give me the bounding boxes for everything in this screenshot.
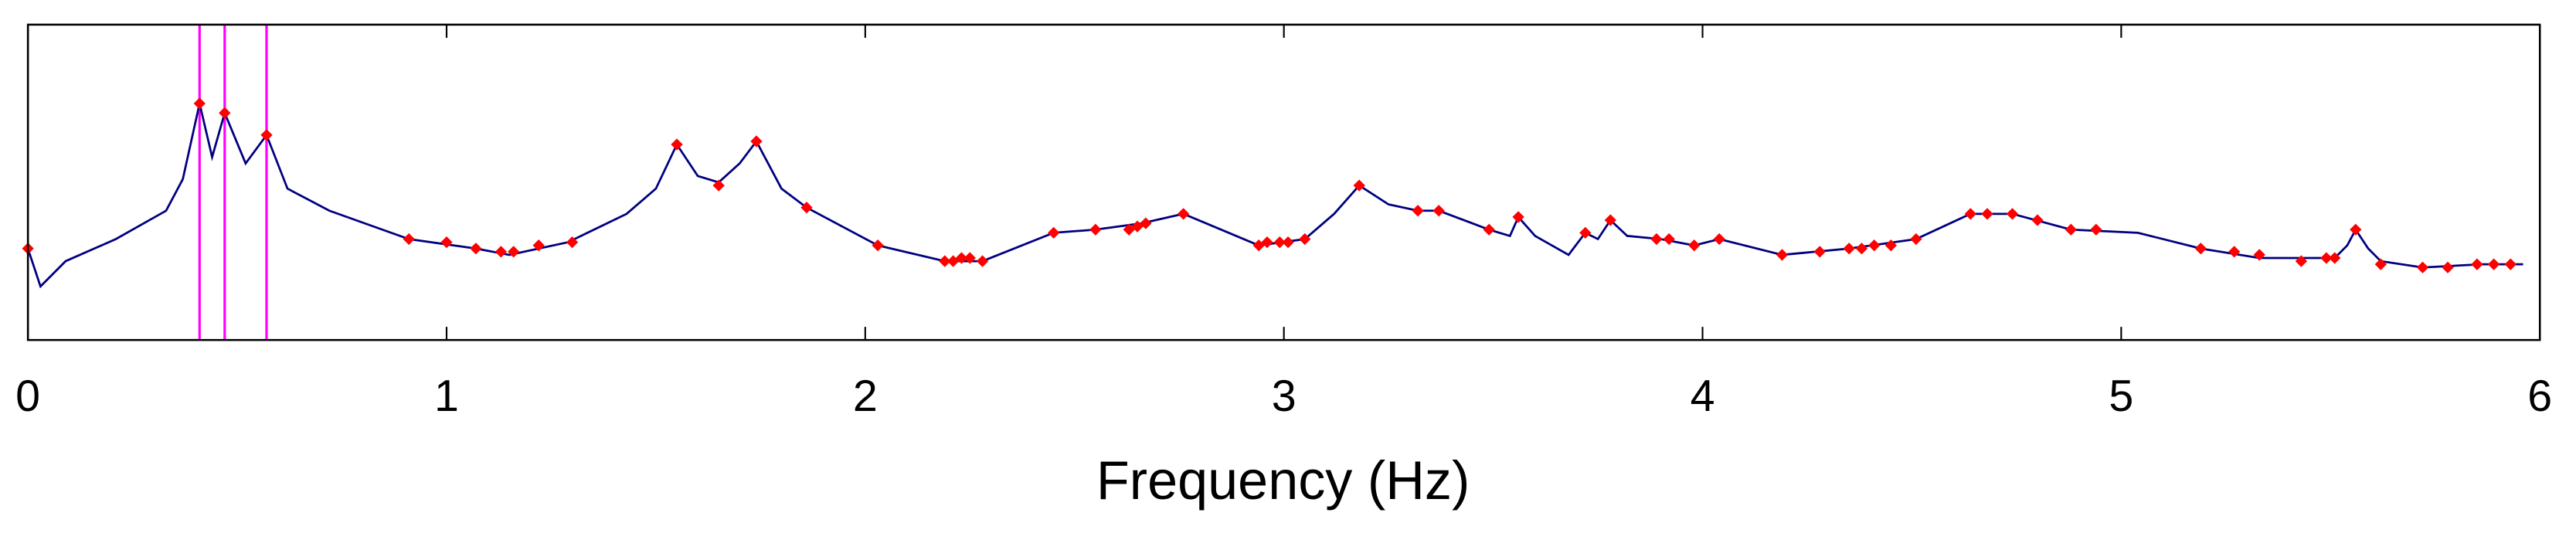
peak-marker <box>1140 217 1152 229</box>
peak-marker <box>1713 233 1725 246</box>
peak-marker <box>1868 239 1881 252</box>
peak-marker <box>1813 246 1826 258</box>
x-tick-label: 5 <box>2109 372 2133 421</box>
peak-marker <box>1688 239 1701 252</box>
peak-marker <box>2090 223 2102 236</box>
peak-marker <box>470 243 482 255</box>
peak-marker <box>963 252 976 264</box>
peak-marker <box>1604 214 1616 226</box>
peak-marker <box>2320 252 2333 264</box>
peak-marker <box>976 255 989 267</box>
x-tick-label: 1 <box>434 372 459 421</box>
peak-marker <box>1353 179 1365 192</box>
peak-marker <box>1855 243 1868 255</box>
peak-marker <box>440 236 453 249</box>
peak-marker <box>800 202 813 214</box>
peak-marker <box>1177 208 1190 220</box>
peak-marker <box>2329 252 2341 264</box>
peak-marker <box>1048 226 1060 239</box>
peak-marker <box>1776 249 1789 261</box>
peak-marker <box>1981 208 1993 220</box>
peak-marker <box>939 255 951 267</box>
peak-marker <box>1964 208 1976 220</box>
peak-marker <box>1884 239 1898 252</box>
peak-marker <box>1282 236 1294 249</box>
peak-marker <box>872 239 884 252</box>
peak-marker <box>508 246 520 258</box>
peak-marker <box>1299 233 1311 246</box>
peak-marker <box>750 135 763 148</box>
peak-marker <box>1432 205 1445 217</box>
peak-marker <box>2006 208 2019 220</box>
peak-marker <box>1512 211 1524 223</box>
x-tick-label: 4 <box>1691 372 1715 421</box>
peak-marker <box>1910 233 1922 246</box>
peak-marker <box>2487 258 2500 270</box>
peak-marker <box>1252 239 1265 252</box>
peak-marker <box>2350 223 2362 236</box>
peak-marker <box>1273 236 1286 249</box>
peak-marker <box>2065 223 2078 236</box>
x-axis-label: Frequency (Hz) <box>1096 450 1470 511</box>
peak-marker <box>260 129 273 141</box>
x-tick-label: 6 <box>2527 372 2552 421</box>
x-tick-label: 0 <box>15 372 40 421</box>
peak-marker <box>1579 226 1592 239</box>
peak-marker <box>1650 233 1663 246</box>
peak-marker <box>712 179 725 192</box>
x-tick-label: 3 <box>1272 372 1296 421</box>
peak-marker <box>1663 233 1675 246</box>
peak-marker <box>1843 243 1855 255</box>
peak-marker <box>2031 214 2044 226</box>
peak-marker <box>403 233 415 246</box>
peak-marker <box>955 252 968 264</box>
peak-marker <box>2253 249 2265 261</box>
peak-marker <box>2416 261 2429 273</box>
peak-marker <box>2194 243 2207 255</box>
peak-marker <box>1483 223 1495 236</box>
x-tick-label: 2 <box>853 372 878 421</box>
peak-marker <box>671 138 683 151</box>
peak-marker <box>1089 223 1102 236</box>
peak-marker <box>2504 258 2517 270</box>
